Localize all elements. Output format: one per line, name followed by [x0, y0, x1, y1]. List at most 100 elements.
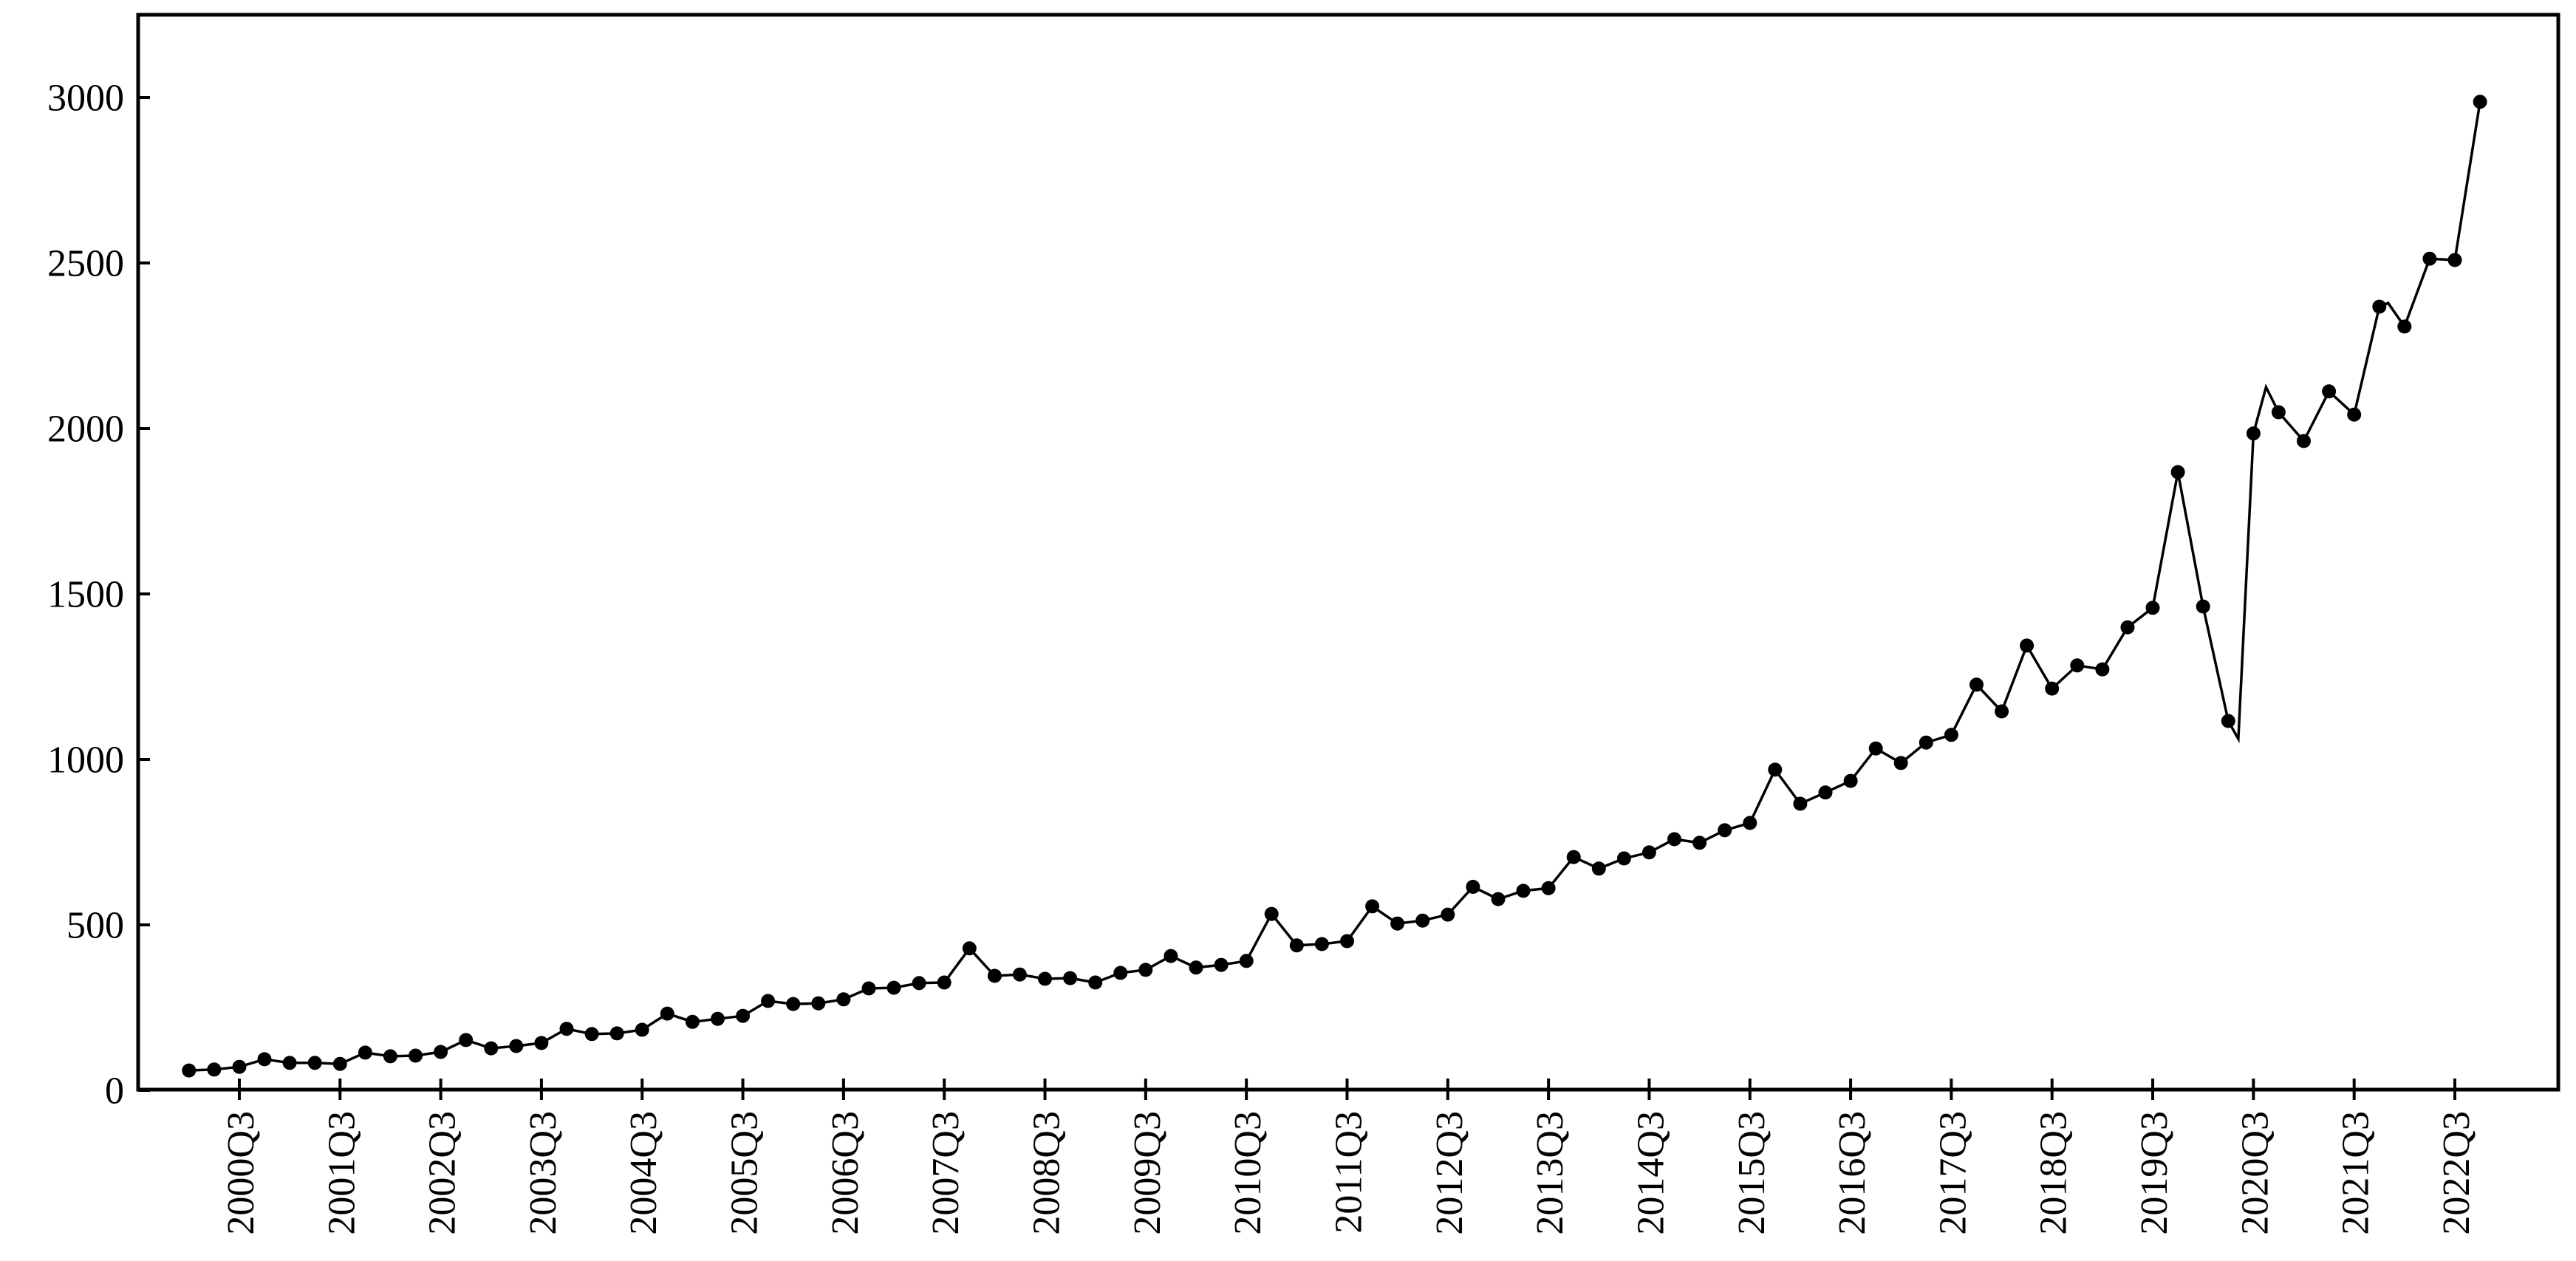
x-tick-label: 2008Q3 — [1026, 1111, 1068, 1235]
data-point-marker — [987, 968, 1002, 983]
y-tick-label: 0 — [105, 1070, 124, 1113]
data-point-marker — [1390, 916, 1405, 931]
data-point-marker — [685, 1014, 700, 1029]
data-point-marker — [1843, 773, 1858, 788]
x-tick-label: 2005Q3 — [724, 1111, 766, 1235]
x-tick-label: 2017Q3 — [1932, 1111, 1974, 1235]
data-point-marker — [2020, 638, 2035, 653]
y-tick-label: 500 — [66, 905, 124, 947]
plot-frame — [136, 13, 2560, 1092]
data-point-marker — [1516, 884, 1531, 898]
data-point-marker — [2372, 299, 2387, 314]
data-point-marker — [1264, 906, 1279, 921]
x-tick-label: 2013Q3 — [1529, 1111, 1571, 1235]
data-point-marker — [1566, 850, 1581, 864]
data-point-marker — [1541, 881, 1556, 895]
data-point-marker — [2422, 251, 2437, 266]
data-point-marker — [434, 1045, 448, 1059]
data-point-marker — [736, 1008, 751, 1023]
data-point-marker — [1441, 907, 1455, 922]
data-point-marker — [2045, 681, 2060, 696]
x-tick-label: 2020Q3 — [2234, 1111, 2276, 1235]
data-point-marker — [1038, 971, 1052, 986]
x-tick-label: 2012Q3 — [1429, 1111, 1471, 1235]
data-point-marker — [711, 1011, 725, 1026]
data-point-marker — [2120, 620, 2135, 635]
data-point-marker — [307, 1056, 322, 1070]
data-point-marker — [912, 976, 926, 991]
data-point-marker — [1289, 938, 1304, 953]
x-tick-label: 2022Q3 — [2436, 1111, 2478, 1235]
x-tick-label: 2019Q3 — [2133, 1111, 2176, 1235]
x-tick-label: 2009Q3 — [1127, 1111, 1169, 1235]
data-point-marker — [1616, 851, 1631, 866]
data-point-marker — [836, 992, 851, 1007]
data-point-marker — [1944, 728, 1958, 742]
data-point-marker — [358, 1045, 372, 1060]
x-tick-label: 2014Q3 — [1630, 1111, 1672, 1235]
data-point-marker — [861, 981, 876, 996]
data-point-marker — [2347, 407, 2362, 422]
data-point-marker — [509, 1039, 524, 1053]
x-tick-label: 2006Q3 — [824, 1111, 867, 1235]
data-point-marker — [232, 1059, 247, 1074]
data-point-marker — [1793, 796, 1808, 811]
data-point-marker — [1768, 762, 1783, 777]
data-point-marker — [1818, 785, 1833, 800]
data-point-marker — [409, 1048, 423, 1063]
data-point-marker — [2170, 465, 2185, 479]
data-point-marker — [1995, 704, 2009, 719]
data-point-marker — [257, 1052, 272, 1067]
data-point-marker — [1365, 899, 1380, 914]
data-point-marker — [1415, 913, 1430, 928]
data-point-marker — [635, 1022, 649, 1037]
data-point-marker — [1088, 975, 1103, 990]
data-point-marker — [2447, 253, 2462, 267]
y-tick-label: 2000 — [47, 409, 124, 451]
data-point-marker — [2246, 426, 2261, 441]
data-point-marker — [1868, 741, 1883, 756]
data-point-marker — [459, 1033, 474, 1048]
data-point-marker — [1893, 756, 1908, 770]
data-point-marker — [1718, 823, 1732, 838]
data-point-marker — [1466, 880, 1480, 894]
data-point-marker — [484, 1041, 499, 1056]
x-tick-label: 2021Q3 — [2335, 1111, 2377, 1235]
data-point-marker — [2322, 384, 2337, 399]
x-tick-label: 2018Q3 — [2033, 1111, 2075, 1235]
x-tick-label: 2004Q3 — [623, 1111, 665, 1235]
x-tick-label: 2016Q3 — [1831, 1111, 1873, 1235]
data-point-marker — [2397, 319, 2412, 334]
data-point-marker — [1340, 934, 1354, 949]
data-line — [188, 101, 2481, 1072]
data-point-marker — [1969, 677, 1984, 692]
data-markers — [182, 95, 2487, 1078]
x-tick-label: 2015Q3 — [1731, 1111, 1773, 1235]
data-point-marker — [332, 1056, 347, 1071]
data-point-marker — [609, 1026, 624, 1041]
data-point-marker — [2070, 658, 2085, 673]
data-point-marker — [786, 997, 801, 1011]
x-tick-label: 2001Q3 — [321, 1111, 363, 1235]
data-point-marker — [1641, 845, 1656, 860]
data-point-marker — [1214, 957, 1229, 972]
y-tick-label: 1500 — [47, 574, 124, 616]
data-point-marker — [1164, 949, 1178, 963]
data-point-marker — [2095, 662, 2110, 677]
data-point-marker — [282, 1056, 297, 1070]
data-point-marker — [2473, 95, 2487, 109]
data-point-marker — [1063, 971, 1078, 985]
data-point-marker — [2297, 434, 2311, 448]
x-tick-label: 2000Q3 — [220, 1111, 262, 1235]
x-tick-label: 2002Q3 — [422, 1111, 464, 1235]
y-tick-label: 2500 — [47, 243, 124, 285]
data-point-marker — [1591, 861, 1606, 876]
data-point-marker — [559, 1022, 574, 1036]
data-point-marker — [1314, 937, 1329, 951]
data-point-marker — [1743, 816, 1757, 830]
data-point-marker — [1239, 954, 1254, 968]
x-axis: 2000Q3 2001Q3 2002Q3 2003Q3 2004Q3 2005Q3 2006… — [220, 1079, 2478, 1235]
x-tick-label: 2007Q3 — [925, 1111, 967, 1235]
y-axis: 0 500 1000 1500 2000 2500 3000 — [47, 78, 150, 1113]
